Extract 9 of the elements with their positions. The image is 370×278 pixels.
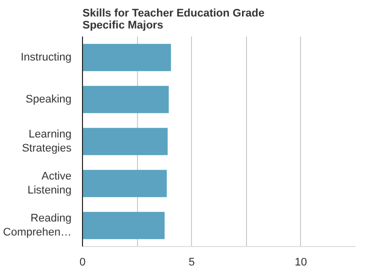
x-tick-label: 10 xyxy=(294,256,308,268)
y-tick-label: Instructing xyxy=(20,52,72,64)
y-tick-label: Active Listening xyxy=(27,170,72,197)
x-tick-label: 5 xyxy=(188,256,195,268)
y-tick-label: Reading Comprehen… xyxy=(3,212,72,239)
chart-title: Skills for Teacher Education Grade Specific Majors xyxy=(82,8,264,32)
y-tick-label: Learning Strategies xyxy=(22,128,72,155)
x-tick-label: 0 xyxy=(79,256,86,268)
y-tick-label: Speaking xyxy=(26,94,72,106)
